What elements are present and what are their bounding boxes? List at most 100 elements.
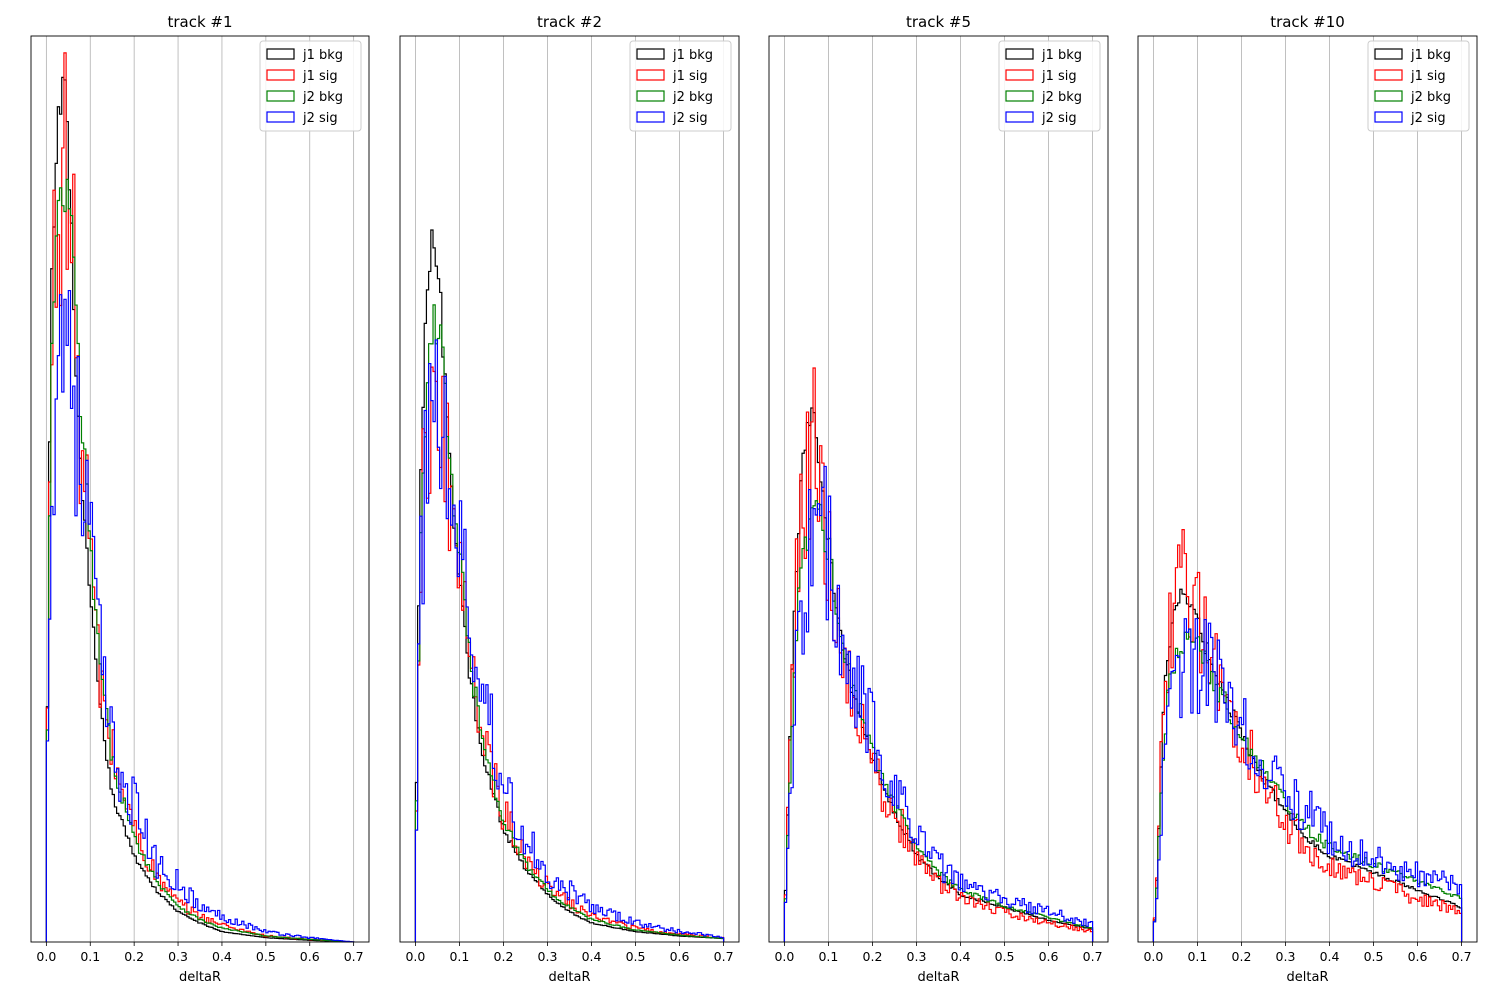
x-tick-label: 0.1 xyxy=(818,949,838,964)
x-tick-label: 0.4 xyxy=(582,949,602,964)
series-step-j2-bkg xyxy=(414,304,725,942)
series-step-j2-sig xyxy=(414,339,725,942)
x-tick-label: 0.7 xyxy=(1452,949,1472,964)
x-axis-label: deltaR xyxy=(549,970,591,985)
x-tick-label: 0.0 xyxy=(774,949,794,964)
legend-swatch xyxy=(1005,90,1034,102)
x-axis-label: deltaR xyxy=(179,970,221,985)
legend-label: j1 bkg xyxy=(672,48,713,63)
legend-swatch xyxy=(1005,69,1034,81)
x-tick-label: 0.6 xyxy=(300,949,320,964)
x-tick-label: 0.3 xyxy=(538,949,558,964)
panel-title: track #5 xyxy=(906,13,971,31)
legend-box xyxy=(259,40,362,132)
legend-box xyxy=(998,40,1101,132)
panel-3: 0.0 0.1 0.2 0.3 0.4 0.5 0.6 0.7 track #5 deltaR j1… xyxy=(768,13,1109,985)
x-tick-label: 0.7 xyxy=(714,949,734,964)
legend-swatch xyxy=(266,48,295,60)
legend-label: j2 bkg xyxy=(1410,90,1451,105)
legend-label: j2 sig xyxy=(672,111,708,126)
legend: j1 bkg j1 sig j2 bkg j2 sig xyxy=(1367,40,1470,132)
panel-4: 0.0 0.1 0.2 0.3 0.4 0.5 0.6 0.7 track #10 deltaR j… xyxy=(1137,13,1478,985)
legend-label: j1 bkg xyxy=(302,48,343,63)
panel-title: track #1 xyxy=(167,13,232,31)
series-step-j2-bkg xyxy=(45,178,355,943)
legend-label: j2 bkg xyxy=(1041,90,1082,105)
legend-label: j2 sig xyxy=(302,111,338,126)
x-tick-label: 0.4 xyxy=(1320,949,1340,964)
legend-box xyxy=(1367,40,1470,132)
legend-swatch xyxy=(266,90,295,102)
x-tick-label: 0.2 xyxy=(494,949,514,964)
panel-2: 0.0 0.1 0.2 0.3 0.4 0.5 0.6 0.7 track #2 deltaR j1… xyxy=(399,13,740,985)
legend-swatch xyxy=(266,111,295,123)
x-tick-label: 0.3 xyxy=(1276,949,1296,964)
series-step-j2-sig xyxy=(1152,618,1463,942)
axes-frame xyxy=(30,35,370,943)
panel-title: track #2 xyxy=(537,13,602,31)
x-tick-label: 0.2 xyxy=(124,949,144,964)
series-step-j1-bkg xyxy=(783,407,1094,942)
x-tick-label: 0.5 xyxy=(256,949,276,964)
legend-box xyxy=(629,40,732,132)
x-tick-label: 0.2 xyxy=(863,949,883,964)
x-tick-label: 0.1 xyxy=(449,949,469,964)
series-step-j1-sig xyxy=(45,52,355,943)
series-step-j2-bkg xyxy=(1152,628,1463,942)
x-tick-label: 0.0 xyxy=(36,949,56,964)
series-step-j1-sig xyxy=(1152,529,1463,942)
legend-swatch xyxy=(636,111,665,123)
legend: j1 bkg j1 sig j2 bkg j2 sig xyxy=(998,40,1101,132)
x-tick-label: 0.4 xyxy=(951,949,971,964)
series-step-j2-sig xyxy=(783,465,1094,942)
legend-label: j2 sig xyxy=(1041,111,1077,126)
x-tick-label: 0.0 xyxy=(405,949,425,964)
x-tick-label: 0.1 xyxy=(1187,949,1207,964)
series-step-j1-bkg xyxy=(45,76,355,943)
legend-label: j1 bkg xyxy=(1041,48,1082,63)
legend-swatch xyxy=(636,69,665,81)
legend-swatch xyxy=(1374,111,1403,123)
x-tick-label: 0.6 xyxy=(670,949,690,964)
legend-swatch xyxy=(1374,69,1403,81)
legend-label: j2 sig xyxy=(1410,111,1446,126)
x-tick-label: 0.3 xyxy=(168,949,188,964)
series-step-j2-bkg xyxy=(783,500,1094,942)
x-tick-label: 0.7 xyxy=(344,949,364,964)
legend-swatch xyxy=(636,90,665,102)
legend: j1 bkg j1 sig j2 bkg j2 sig xyxy=(629,40,732,132)
series-step-j1-bkg xyxy=(414,229,725,942)
panel-title: track #10 xyxy=(1270,13,1345,31)
legend-label: j2 bkg xyxy=(672,90,713,105)
axes-frame xyxy=(399,35,740,943)
x-tick-label: 0.5 xyxy=(995,949,1015,964)
axes-frame xyxy=(768,35,1109,943)
x-axis-label: deltaR xyxy=(1287,970,1329,985)
legend-label: j1 sig xyxy=(1041,69,1077,84)
x-tick-label: 0.7 xyxy=(1083,949,1103,964)
legend-label: j1 sig xyxy=(672,69,708,84)
x-tick-label: 0.3 xyxy=(907,949,927,964)
legend-label: j1 sig xyxy=(1410,69,1446,84)
legend-label: j1 sig xyxy=(302,69,338,84)
legend-label: j1 bkg xyxy=(1410,48,1451,63)
legend: j1 bkg j1 sig j2 bkg j2 sig xyxy=(259,40,362,132)
x-tick-label: 0.6 xyxy=(1408,949,1428,964)
x-tick-label: 0.1 xyxy=(80,949,100,964)
x-tick-label: 0.2 xyxy=(1232,949,1252,964)
legend-swatch xyxy=(266,69,295,81)
legend-swatch xyxy=(1374,90,1403,102)
legend-swatch xyxy=(636,48,665,60)
legend-swatch xyxy=(1005,48,1034,60)
legend-label: j2 bkg xyxy=(302,90,343,105)
x-tick-label: 0.4 xyxy=(212,949,232,964)
series-step-j2-sig xyxy=(45,289,355,943)
series-step-j1-sig xyxy=(414,366,725,942)
x-tick-label: 0.6 xyxy=(1039,949,1059,964)
panel-1: 0.0 0.1 0.2 0.3 0.4 0.5 0.6 0.7 track #1 deltaR j1… xyxy=(30,13,370,985)
x-tick-label: 0.5 xyxy=(1364,949,1384,964)
legend-swatch xyxy=(1005,111,1034,123)
axes-frame xyxy=(1137,35,1478,943)
x-axis-label: deltaR xyxy=(918,970,960,985)
